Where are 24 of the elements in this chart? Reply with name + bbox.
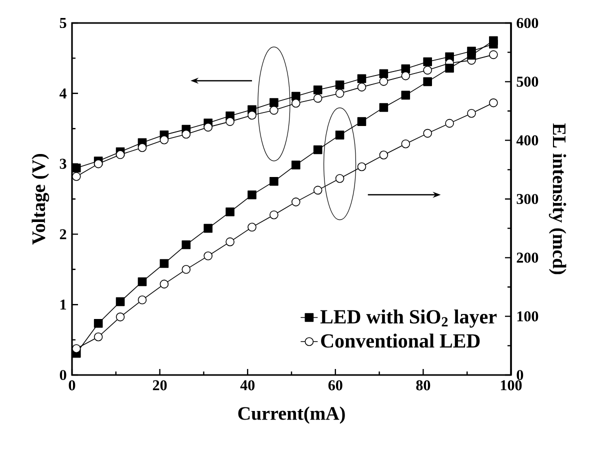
x-tick-label: 0 [68, 380, 76, 390]
x-tick-label: 40 [240, 380, 255, 390]
y-tick-label: 1 [60, 300, 66, 310]
y-axis-title: Voltage (V) [32, 154, 50, 245]
x-tick-label: 80 [416, 380, 430, 390]
y2-tick-label: 600 [516, 18, 538, 28]
x-tick-label: 20 [152, 380, 167, 390]
x-axis-title: Current(mA) [238, 406, 345, 424]
y2-tick-label: 400 [516, 135, 538, 146]
y-tick-label: 4 [60, 88, 67, 98]
y2-tick-label: 300 [516, 194, 538, 204]
y2-tick-label: 100 [517, 311, 538, 322]
y2-tick-label: 0 [516, 370, 524, 380]
y-tick-label: 2 [60, 229, 66, 240]
y2-axis-title: EL intensity (mcd) [548, 123, 566, 274]
legend-label: LED with SiO$_{2}$ layer [320, 309, 497, 328]
x-tick-label: 60 [328, 380, 342, 390]
y2-tick-label: 500 [516, 76, 538, 87]
y-tick-label: 5 [60, 18, 66, 28]
y-tick-label: 3 [60, 158, 66, 169]
legend-label: Conventional LED [321, 334, 480, 348]
y2-tick-label: 200 [516, 252, 538, 263]
y-tick-label: 0 [60, 370, 66, 380]
x-tick-label: 100 [500, 380, 522, 390]
